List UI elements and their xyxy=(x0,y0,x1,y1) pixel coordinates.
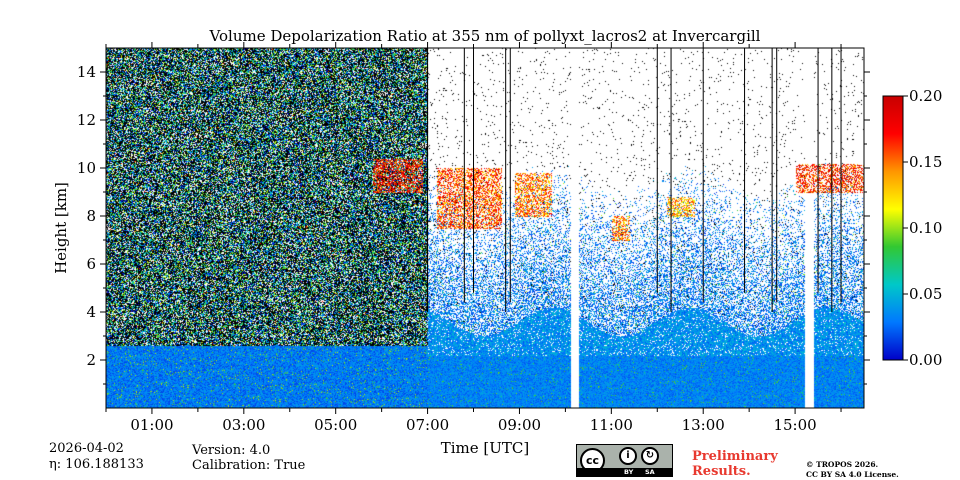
chart-title: Volume Depolarization Ratio at 355 nm of… xyxy=(209,27,761,45)
x-tick-label: 05:00 xyxy=(314,416,357,434)
share-alike-icon: ↻ xyxy=(641,447,659,465)
y-tick-label: 8 xyxy=(86,207,96,225)
y-tick-label: 14 xyxy=(77,63,96,81)
x-axis: 01:00 03:00 05:00 07:00 09:00 11:00 13:00 15:00 xyxy=(105,42,842,434)
badge-bar xyxy=(577,468,672,476)
colorbar-tick-label: 0.05 xyxy=(909,285,942,303)
x-tick-label: 15:00 xyxy=(773,416,816,434)
preliminary-line2: Results. xyxy=(692,464,751,479)
colorbar-tick-label: 0.20 xyxy=(909,87,942,105)
badge-by: BY xyxy=(624,468,634,476)
colorbar-tick-label: 0.00 xyxy=(909,351,942,369)
x-tick-label: 01:00 xyxy=(130,416,173,434)
footer-eta: η: 106.188133 xyxy=(49,457,144,472)
colorbar-tick-label: 0.10 xyxy=(909,219,942,237)
y-tick-label: 10 xyxy=(77,159,96,177)
copyright-line1: © TROPOS 2026. xyxy=(806,460,879,469)
badge-sa: SA xyxy=(645,468,655,476)
footer-version: Version: 4.0 xyxy=(192,443,271,458)
heatmap-field xyxy=(106,48,864,408)
colorbar-gradient xyxy=(882,95,904,361)
y-tick-label: 6 xyxy=(86,255,96,273)
y-tick-label: 12 xyxy=(77,111,96,129)
x-tick-label: 13:00 xyxy=(682,416,725,434)
footer-date: 2026-04-02 xyxy=(49,441,124,456)
cc-license-badge: cc i ↻ BY SA xyxy=(576,444,673,477)
colorbar: 0.00 0.05 0.10 0.15 0.20 xyxy=(882,87,942,369)
colorbar-tick-label: 0.15 xyxy=(909,153,942,171)
copyright-line2: CC BY SA 4.0 License. xyxy=(806,470,899,479)
x-axis-label: Time [UTC] xyxy=(441,439,530,457)
heatmap-canvas xyxy=(106,48,864,408)
attribution-icon: i xyxy=(619,447,637,465)
footer-calibration: Calibration: True xyxy=(192,458,306,473)
x-tick-label: 11:00 xyxy=(590,416,633,434)
plot-frame xyxy=(105,47,865,409)
preliminary-line1: Preliminary xyxy=(692,449,778,464)
x-tick-label: 03:00 xyxy=(222,416,265,434)
y-axis-label: Height [km] xyxy=(52,182,70,274)
x-tick-label: 09:00 xyxy=(498,416,541,434)
x-tick-label: 07:00 xyxy=(406,416,449,434)
y-tick-label: 2 xyxy=(86,351,96,369)
y-axis: 2 4 6 8 10 12 14 xyxy=(77,63,870,385)
y-tick-label: 4 xyxy=(86,303,96,321)
plot-area xyxy=(106,48,864,408)
